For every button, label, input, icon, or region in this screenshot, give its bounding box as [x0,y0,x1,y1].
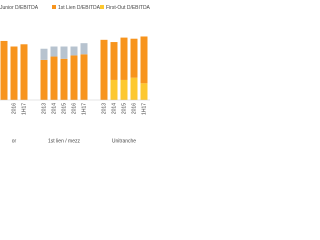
x-tick-label: 2015 [121,103,127,114]
x-tick-label: 2016 [71,103,77,114]
x-tick-label: 2014 [51,103,57,114]
bar-segment [80,43,88,55]
bar-segment [140,83,148,100]
bar-segment [130,38,138,78]
bar-segment [40,48,48,60]
legend-label: Junior D/EBITDA [0,5,39,11]
x-tick-label: 1H17 [21,103,27,115]
bar-segment [120,79,128,100]
bar-segment [130,77,138,100]
x-tick-label: 2013 [101,103,107,114]
legend-swatch [100,5,104,9]
bar-segment [60,58,68,100]
group-label: Unitranche [112,138,136,144]
bar-segment [0,40,8,100]
chart: Junior D/EBITDA 1st Lien D/EBITDA First-Ou… [0,5,150,144]
bar-segment [140,36,148,84]
bar-segment [10,46,18,100]
x-tick-label: 1H17 [81,103,87,115]
x-tick-label: 2016 [131,103,137,114]
bar-segment [60,46,68,59]
bar-segment [70,46,78,56]
legend-swatch [52,5,56,9]
bar-segment [20,44,28,100]
bar-segment [120,37,128,80]
bar-segment [100,39,108,100]
bar-segment [80,54,88,100]
x-tick-label: 1H17 [141,103,147,115]
legend-label: First-Out D/EBITDA [106,5,150,11]
bar-segment [110,42,118,80]
x-tick-label: 2016 [11,103,17,114]
legend-label: 1st Lien D/EBITDA [58,5,101,11]
legend: Junior D/EBITDA 1st Lien D/EBITDA First-Ou… [0,5,150,11]
x-tick-label: 2013 [41,103,47,114]
bar-segment [70,55,78,100]
x-tick-label: 2015 [61,103,67,114]
group-label: 1st lien / mezz [48,138,80,144]
bar-segment [40,59,48,100]
bar-segment [50,46,58,57]
x-tick-label: 2014 [111,103,117,114]
bar-segment [50,56,58,100]
bar-segment [110,79,118,100]
group-label: or [12,138,17,144]
